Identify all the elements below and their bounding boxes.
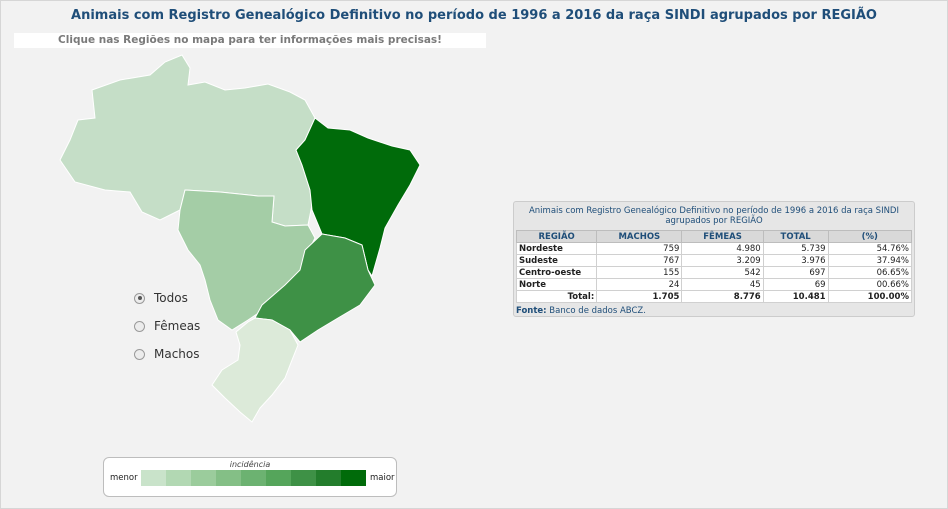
col-header-machos: MACHOS xyxy=(596,230,683,243)
filter-machos-label: Machos xyxy=(154,347,200,361)
filter-femeas[interactable]: Fêmeas xyxy=(134,312,200,340)
cell-percent: 37.94% xyxy=(827,254,913,267)
filter-todos-label: Todos xyxy=(154,291,188,305)
legend-title: incidência xyxy=(229,460,271,469)
filter-machos[interactable]: Machos xyxy=(134,340,200,368)
cell-femeas: 542 xyxy=(681,266,764,279)
region-table-panel: Animais com Registro Genealógico Definit… xyxy=(513,201,915,317)
cell-machos: 759 xyxy=(596,242,683,255)
cell-femeas: 3.209 xyxy=(681,254,764,267)
legend-swatch xyxy=(241,470,266,486)
table-row[interactable]: Nordeste 759 4.980 5.739 54.76% xyxy=(515,242,913,255)
region-sul[interactable] xyxy=(211,317,299,423)
cell-total: 697 xyxy=(762,266,829,279)
col-header-regiao: REGIÃO xyxy=(515,230,598,243)
table-header-row: REGIÃO MACHOS FÊMEAS TOTAL (%) xyxy=(515,230,913,243)
source-label: Fonte: xyxy=(516,306,547,316)
table-row[interactable]: Centro-oeste 155 542 697 06.65% xyxy=(515,266,913,279)
cell-machos: 767 xyxy=(596,254,683,267)
region-nordeste[interactable] xyxy=(295,117,421,278)
filter-options: Todos Fêmeas Machos xyxy=(134,284,200,368)
cell-femeas: 45 xyxy=(681,278,764,291)
total-label: Total: xyxy=(515,290,598,303)
table-row[interactable]: Norte 24 45 69 00.66% xyxy=(515,278,913,291)
cell-machos: 24 xyxy=(596,278,683,291)
col-header-percent: (%) xyxy=(827,230,913,243)
legend-swatch xyxy=(266,470,291,486)
legend-swatch xyxy=(341,470,366,486)
table-title: Animais com Registro Genealógico Definit… xyxy=(528,206,899,226)
map-hint: Clique nas Regiões no mapa para ter info… xyxy=(14,33,486,48)
cell-total: 3.976 xyxy=(762,254,829,267)
filter-todos[interactable]: Todos xyxy=(134,284,200,312)
col-header-femeas: FÊMEAS xyxy=(681,230,764,243)
radio-machos[interactable] xyxy=(134,348,145,360)
total-total: 10.481 xyxy=(762,290,829,303)
radio-todos[interactable] xyxy=(134,292,145,304)
cell-regiao: Norte xyxy=(515,278,598,291)
legend-swatch xyxy=(316,470,341,486)
cell-percent: 06.65% xyxy=(827,266,913,279)
cell-total: 5.739 xyxy=(762,242,829,255)
cell-regiao: Sudeste xyxy=(515,254,598,267)
legend-swatch xyxy=(141,470,166,486)
cell-regiao: Nordeste xyxy=(515,242,598,255)
total-percent: 100.00% xyxy=(827,290,913,303)
region-table: REGIÃO MACHOS FÊMEAS TOTAL (%) Nordeste … xyxy=(515,230,913,303)
cell-percent: 00.66% xyxy=(827,278,913,291)
total-machos: 1.705 xyxy=(596,290,683,303)
legend-swatch xyxy=(291,470,316,486)
total-femeas: 8.776 xyxy=(681,290,764,303)
table-total-row: Total: 1.705 8.776 10.481 100.00% xyxy=(515,290,913,303)
radio-femeas[interactable] xyxy=(134,320,145,332)
legend-swatch xyxy=(216,470,241,486)
table-source: Fonte: Banco de dados ABCZ. xyxy=(516,306,646,316)
cell-femeas: 4.980 xyxy=(681,242,764,255)
legend-gradient xyxy=(141,470,366,486)
col-header-total: TOTAL xyxy=(762,230,829,243)
table-row[interactable]: Sudeste 767 3.209 3.976 37.94% xyxy=(515,254,913,267)
legend-max-label: maior xyxy=(370,473,395,483)
legend-swatch xyxy=(191,470,216,486)
cell-regiao: Centro-oeste xyxy=(515,266,598,279)
color-legend: incidência menor maior xyxy=(103,457,397,497)
region-sudeste[interactable] xyxy=(254,233,376,343)
legend-swatch xyxy=(166,470,191,486)
cell-total: 69 xyxy=(762,278,829,291)
legend-min-label: menor xyxy=(110,473,138,483)
filter-femeas-label: Fêmeas xyxy=(154,319,201,333)
page-title: Animais com Registro Genealógico Definit… xyxy=(71,8,877,23)
cell-percent: 54.76% xyxy=(827,242,913,255)
cell-machos: 155 xyxy=(596,266,683,279)
source-text: Banco de dados ABCZ. xyxy=(546,306,646,316)
